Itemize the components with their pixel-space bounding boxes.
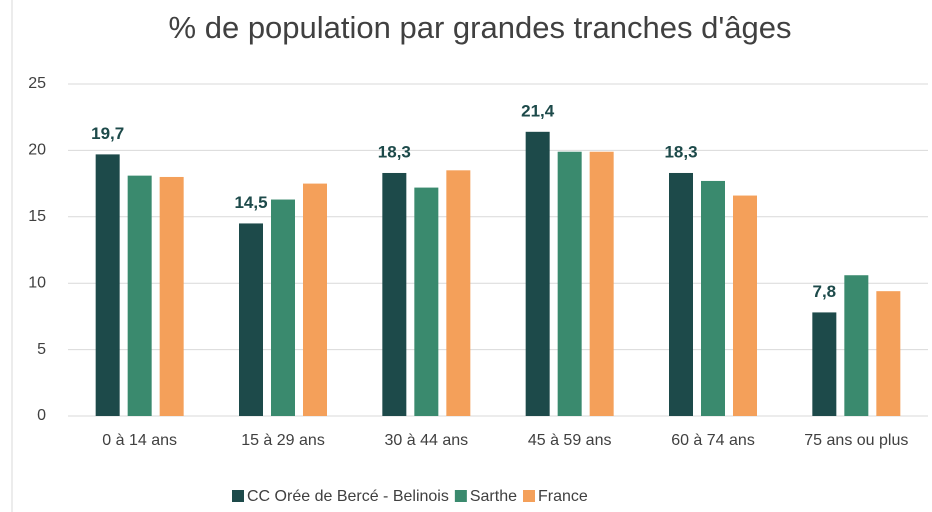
y-tick-label: 20 (28, 142, 46, 159)
data-label: 14,5 (234, 193, 267, 212)
x-tick-label: 60 à 74 ans (671, 432, 755, 449)
bar (669, 172, 693, 416)
x-tick-label: 75 ans ou plus (804, 432, 908, 449)
bar (589, 151, 614, 416)
data-label: 7,8 (813, 282, 837, 301)
y-tick-label: 5 (37, 341, 46, 358)
bar (303, 183, 327, 416)
legend-label: Sarthe (470, 488, 517, 505)
bar (159, 176, 184, 416)
bar (525, 131, 550, 417)
bar (812, 312, 837, 416)
y-tick-label: 0 (37, 407, 46, 424)
bar (733, 195, 757, 416)
legend-swatch (523, 490, 535, 502)
legend-label: France (538, 488, 588, 505)
y-tick-label: 15 (28, 208, 46, 225)
data-label: 19,7 (91, 124, 124, 143)
y-tick-label: 25 (28, 75, 46, 92)
x-tick-label: 15 à 29 ans (241, 432, 325, 449)
bar (127, 175, 152, 416)
bar (382, 172, 407, 416)
data-label: 18,3 (378, 142, 411, 161)
bar (701, 180, 725, 416)
bar (876, 291, 901, 416)
legend-swatch (232, 490, 244, 502)
legend-label: CC Orée de Bercé - Belinois (247, 488, 449, 505)
data-label: 18,3 (664, 142, 697, 161)
bar (844, 275, 869, 416)
x-tick-label: 0 à 14 ans (102, 432, 177, 449)
x-tick-label: 30 à 44 ans (385, 432, 469, 449)
bar (557, 151, 582, 416)
bar (446, 170, 471, 416)
bar (414, 187, 439, 416)
bar (239, 223, 263, 416)
y-tick-label: 10 (28, 274, 46, 291)
bar (95, 154, 120, 416)
chart-title: % de population par grandes tranches d'â… (169, 10, 792, 45)
legend-swatch (454, 490, 467, 502)
data-label: 21,4 (521, 101, 555, 120)
bar (271, 199, 295, 416)
x-tick-label: 45 à 59 ans (528, 432, 612, 449)
